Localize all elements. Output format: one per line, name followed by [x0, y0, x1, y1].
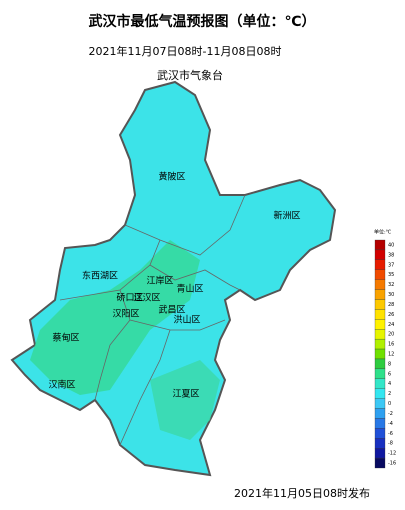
- legend-label: 35: [388, 272, 394, 278]
- district-label: 东西湖区: [82, 270, 118, 282]
- legend-label: 28: [388, 302, 394, 308]
- legend-swatch: [374, 457, 386, 469]
- legend-label: 0: [388, 401, 391, 407]
- legend-label: -4: [388, 421, 393, 427]
- legend-label: 8: [388, 361, 391, 367]
- warm-zone: [150, 360, 220, 440]
- legend-label: 32: [388, 282, 394, 288]
- district-label: 江汉区: [133, 293, 160, 304]
- legend-label: 16: [388, 342, 394, 348]
- legend-label: 30: [388, 292, 394, 298]
- legend-swatch: [374, 249, 386, 260]
- district-label: 黄陂区: [158, 171, 185, 183]
- district-label: 蔡甸区: [52, 332, 79, 344]
- legend-swatch: [374, 398, 386, 409]
- legend-label: 40: [388, 242, 394, 248]
- legend-label: 20: [388, 332, 394, 338]
- district-label: 江夏区: [172, 389, 199, 400]
- legend-swatch: [374, 329, 386, 340]
- legend-swatch: [374, 408, 386, 419]
- district-label: 硚口区: [116, 293, 143, 304]
- map-area: [10, 80, 337, 477]
- legend-swatch: [374, 299, 386, 310]
- legend-title: 单位:℃: [374, 229, 392, 236]
- legend-swatch: [374, 289, 386, 300]
- legend-swatch: [374, 348, 386, 360]
- district-label: 洪山区: [173, 314, 200, 326]
- legend-swatch: [374, 368, 386, 379]
- legend-label: 26: [388, 312, 394, 318]
- legend-label: -8: [388, 441, 393, 447]
- district-labels: 黄陂区 新洲区 东西湖区 江岸区 青山区 硚口区 江汉区 汉阳区 武昌区 洪山区…: [48, 171, 300, 400]
- legend-label: 24: [388, 322, 394, 328]
- issuer: 武汉市气象台: [157, 68, 223, 82]
- legend-swatch: [374, 438, 386, 449]
- district-label: 新洲区: [273, 210, 300, 222]
- legend-swatch: [374, 279, 386, 290]
- district-label: 江岸区: [146, 276, 173, 287]
- legend-label: -2: [388, 411, 393, 417]
- legend-label: 2: [388, 391, 391, 397]
- warm-zone: [30, 240, 200, 395]
- legend-label: 6: [388, 371, 391, 377]
- legend: 40383735323028262420161286420-2-4-6-8-12…: [374, 239, 396, 469]
- legend-label: 38: [388, 252, 394, 258]
- legend-swatch: [374, 358, 386, 370]
- legend-swatch: [374, 319, 386, 330]
- district-label: 青山区: [176, 283, 203, 295]
- legend-label: -6: [388, 431, 393, 437]
- legend-label: 12: [388, 352, 394, 358]
- district-label: 汉南区: [48, 379, 75, 391]
- legend-swatch: [374, 239, 386, 251]
- district-borders: [59, 194, 246, 446]
- legend-label: -16: [388, 461, 396, 467]
- legend-label: 4: [388, 381, 391, 387]
- district-label: 汉阳区: [112, 309, 139, 320]
- legend-swatch: [374, 418, 386, 429]
- legend-swatch: [374, 388, 386, 399]
- legend-swatch: [374, 338, 386, 350]
- footer: 2021年11月05日08时发布: [234, 486, 370, 500]
- legend-swatch: [374, 448, 386, 459]
- district-label: 武昌区: [158, 304, 185, 316]
- period: 2021年11月07日08时-11月08日08时: [89, 44, 282, 58]
- legend-swatch: [374, 378, 386, 389]
- legend-swatch: [374, 428, 386, 439]
- legend-label: 37: [388, 262, 394, 268]
- legend-label: -12: [388, 451, 396, 457]
- legend-swatch: [374, 259, 386, 270]
- title: 武汉市最低气温预报图（单位：℃）: [89, 13, 316, 30]
- legend-swatch: [374, 269, 386, 280]
- legend-swatch: [374, 309, 386, 320]
